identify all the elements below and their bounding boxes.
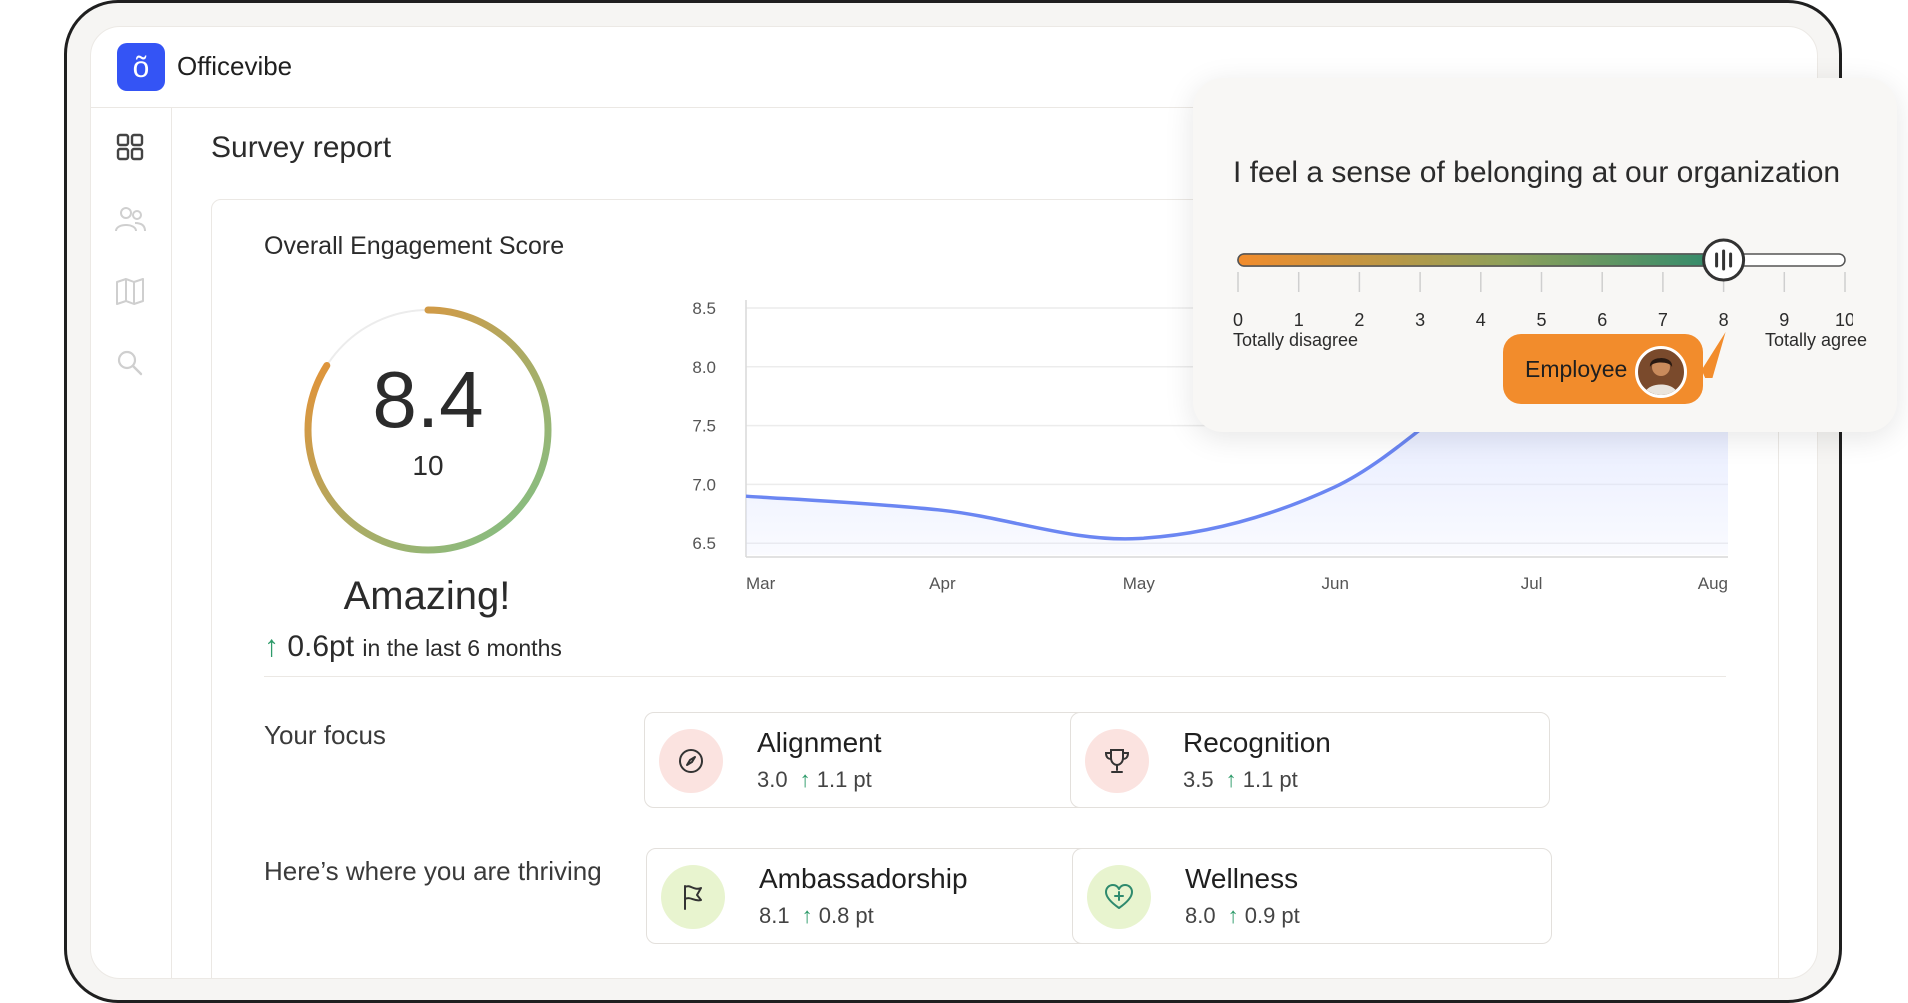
scale-label: 2 bbox=[1354, 310, 1364, 330]
x-tick-label: Jul bbox=[1521, 574, 1543, 593]
scale-label: 4 bbox=[1476, 310, 1486, 330]
up-arrow-icon: ↑ bbox=[1227, 903, 1245, 928]
trophy-icon bbox=[1104, 749, 1130, 773]
metric-card-recognition[interactable]: Recognition 3.5 ↑ 1.1 pt bbox=[1070, 712, 1550, 808]
score-value: 8.4 bbox=[372, 355, 484, 444]
book-icon[interactable] bbox=[113, 274, 147, 308]
delta-period: in the last 6 months bbox=[362, 635, 562, 661]
up-arrow-icon: ↑ bbox=[1225, 767, 1243, 792]
scale-label: 0 bbox=[1233, 310, 1243, 330]
metric-card-wellness[interactable]: Wellness 8.0 ↑ 0.9 pt bbox=[1072, 848, 1552, 944]
metric-delta: 1.1 pt bbox=[1242, 767, 1298, 792]
score-max: 10 bbox=[412, 450, 444, 481]
brand-name: Officevibe bbox=[177, 51, 293, 81]
metric-values: 8.1 ↑ 0.8 pt bbox=[759, 903, 874, 929]
x-tick-label: May bbox=[1123, 574, 1156, 593]
score-delta: ↑ 0.6pt in the last 6 months bbox=[264, 630, 562, 664]
metric-delta: 1.1 pt bbox=[816, 767, 872, 792]
scale-label: 8 bbox=[1719, 310, 1729, 330]
flag-icon bbox=[684, 885, 702, 910]
metric-name: Ambassadorship bbox=[759, 863, 968, 894]
scale-label: 1 bbox=[1294, 310, 1304, 330]
scale-label: 3 bbox=[1415, 310, 1425, 330]
scale-label: 5 bbox=[1536, 310, 1546, 330]
metric-card-alignment[interactable]: Alignment 3.0 ↑ 1.1 pt bbox=[644, 712, 1124, 808]
scale-label: 9 bbox=[1779, 310, 1789, 330]
metric-delta: 0.8 pt bbox=[818, 903, 874, 928]
metric-score: 3.5 bbox=[1183, 767, 1214, 792]
scale-label: 7 bbox=[1658, 310, 1668, 330]
y-tick-label: 6.5 bbox=[692, 534, 716, 553]
metric-icon-circle bbox=[1087, 865, 1151, 929]
engagement-title: Overall Engagement Score bbox=[264, 232, 565, 260]
metric-score: 8.1 bbox=[759, 903, 790, 928]
score-rating: Amazing! bbox=[343, 574, 511, 618]
x-tick-label: Aug bbox=[1698, 574, 1728, 593]
metric-card-ambassadorship[interactable]: Ambassadorship 8.1 ↑ 0.8 pt bbox=[646, 848, 1126, 944]
x-tick-label: Jun bbox=[1321, 574, 1348, 593]
metric-score: 3.0 bbox=[757, 767, 788, 792]
up-arrow-icon: ↑ bbox=[801, 903, 819, 928]
y-tick-label: 7.5 bbox=[692, 417, 716, 436]
y-tick-label: 8.0 bbox=[692, 358, 716, 377]
metric-values: 8.0 ↑ 0.9 pt bbox=[1185, 903, 1300, 929]
metric-icon-circle bbox=[659, 729, 723, 793]
metric-delta: 0.9 pt bbox=[1244, 903, 1300, 928]
heart-plus-icon bbox=[1105, 884, 1133, 909]
x-tick-label: Mar bbox=[746, 574, 776, 593]
metric-name: Wellness bbox=[1185, 863, 1299, 894]
scale-max-label: Totally agree bbox=[1764, 330, 1867, 350]
y-tick-label: 7.0 bbox=[692, 475, 716, 494]
score-arc bbox=[304, 306, 552, 554]
avatar bbox=[1635, 346, 1687, 398]
y-tick-label: 8.5 bbox=[692, 300, 716, 318]
metric-name: Recognition bbox=[1183, 727, 1331, 758]
up-arrow-icon: ↑ bbox=[799, 767, 817, 792]
sidebar bbox=[91, 108, 172, 978]
metric-score: 8.0 bbox=[1185, 903, 1216, 928]
delta-value: 0.6pt bbox=[287, 630, 355, 663]
metric-icon-circle bbox=[1085, 729, 1149, 793]
metric-name: Alignment bbox=[757, 727, 882, 758]
survey-question: I feel a sense of belonging at our organ… bbox=[1233, 156, 1841, 189]
people-icon[interactable] bbox=[113, 202, 147, 236]
search-icon[interactable] bbox=[113, 346, 147, 380]
divider bbox=[264, 676, 1726, 677]
x-tick-label: Apr bbox=[929, 574, 956, 593]
slider-fill bbox=[1237, 253, 1725, 267]
top-bar: õ Officevibe bbox=[91, 27, 1817, 108]
up-arrow-icon: ↑ bbox=[264, 630, 279, 663]
employee-tag: Employee bbox=[1503, 334, 1703, 404]
grid-icon[interactable] bbox=[113, 130, 147, 164]
metric-values: 3.5 ↑ 1.1 pt bbox=[1183, 767, 1298, 793]
officevibe-logo[interactable]: õ bbox=[117, 43, 165, 91]
pointer-icon bbox=[1701, 332, 1726, 378]
rating-slider[interactable]: 0 1 2 3 4 5 6 7 8 9 10 bbox=[1233, 218, 1853, 378]
score-gauge bbox=[304, 306, 552, 554]
metric-values: 3.0 ↑ 1.1 pt bbox=[757, 767, 872, 793]
focus-label: Your focus bbox=[264, 720, 386, 750]
page-title: Survey report bbox=[211, 131, 392, 164]
compass-icon bbox=[679, 749, 703, 773]
employee-tag-label: Employee bbox=[1525, 356, 1628, 382]
scale-min-label: Totally disagree bbox=[1233, 330, 1359, 350]
scale-label: 6 bbox=[1597, 310, 1607, 330]
thriving-label: Here’s where you are thriving bbox=[264, 856, 602, 886]
scale-label: 10 bbox=[1835, 310, 1853, 330]
metric-icon-circle bbox=[661, 865, 725, 929]
